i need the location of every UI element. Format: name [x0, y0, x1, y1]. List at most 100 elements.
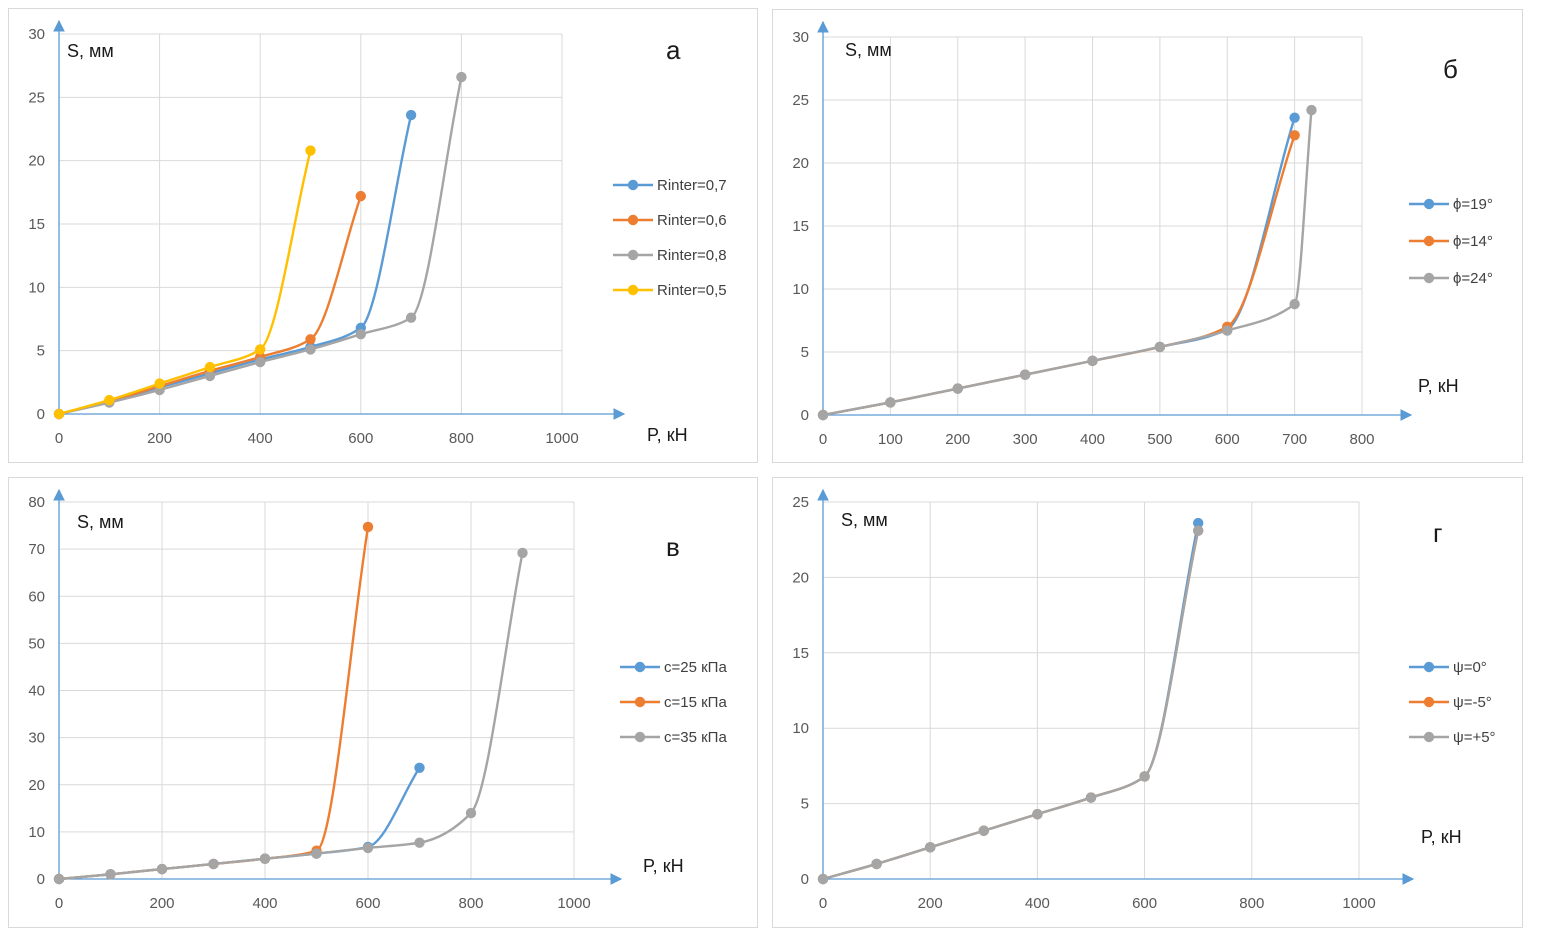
- legend-swatch-marker: [634, 731, 646, 743]
- series-3: [53, 547, 528, 885]
- series-2: [817, 525, 1204, 885]
- data-point: [405, 312, 417, 323]
- legend-swatch-marker: [1423, 696, 1435, 708]
- x-tick-label: 0: [819, 895, 827, 912]
- legend-item: Rinter=0,5: [613, 282, 727, 299]
- data-point: [885, 397, 896, 408]
- legend-item: ψ=0°: [1409, 659, 1487, 676]
- legend-swatch-marker: [627, 214, 639, 226]
- y-tick-label: 5: [801, 344, 809, 361]
- data-point: [1289, 298, 1300, 310]
- y-tick-label: 10: [28, 824, 45, 841]
- data-point: [1085, 792, 1097, 803]
- data-point: [355, 190, 366, 202]
- legend-item: ϕ=24°: [1409, 270, 1493, 287]
- series-line: [821, 521, 1200, 881]
- x-tick-label: 100: [878, 431, 903, 448]
- y-tick-label: 5: [37, 343, 45, 360]
- y-tick-label: 25: [792, 494, 809, 511]
- series-4: [53, 145, 316, 420]
- chart-panel-a: 0 5 10 15 20 25 30 0 200 400 600 800 1000 S, мм P, кН а…: [8, 8, 758, 463]
- series-1: [817, 517, 1204, 885]
- legend: ϕ=19° ϕ=14° ϕ=24°: [1409, 196, 1493, 287]
- data-point: [414, 762, 425, 773]
- data-point: [255, 344, 266, 355]
- y-tick-label: 10: [792, 720, 809, 737]
- data-point: [305, 344, 316, 355]
- legend-item: ψ=-5°: [1409, 694, 1492, 711]
- chart-panel-g: 0 5 10 15 20 25 0 200 400 600 800 1000 S, мм P, кН г ψ=…: [772, 477, 1523, 928]
- legend-label: ψ=0°: [1453, 659, 1487, 676]
- y-tick-label: 20: [792, 155, 809, 172]
- series-line: [821, 529, 1200, 881]
- x-tick-label: 500: [1147, 431, 1172, 448]
- x-tick-label: 800: [449, 430, 474, 447]
- data-point: [1306, 104, 1317, 116]
- x-tick-label: 800: [1239, 895, 1264, 912]
- legend: Rinter=0,7 Rinter=0,6 Rinter=0,8 Rinter=0,5: [613, 177, 727, 299]
- y-tick-label: 20: [28, 777, 45, 794]
- data-point: [362, 521, 374, 533]
- legend-swatch-marker: [634, 696, 646, 708]
- legend: ψ=0° ψ=-5° ψ=+5°: [1409, 659, 1496, 746]
- data-point: [208, 858, 219, 870]
- data-point: [1193, 525, 1204, 536]
- data-point: [871, 858, 882, 870]
- y-tick-label: 15: [28, 216, 45, 233]
- y-axis-title: S, мм: [845, 40, 892, 60]
- legend-label: Rinter=0,8: [657, 247, 727, 264]
- gridlines: [823, 501, 1360, 879]
- series-line: [57, 525, 370, 881]
- y-tick-label: 0: [801, 871, 809, 888]
- y-tick-label: 0: [37, 871, 45, 888]
- gridlines: [823, 36, 1363, 415]
- data-point: [1289, 112, 1300, 123]
- x-tick-label: 400: [1080, 431, 1105, 448]
- data-point: [1087, 355, 1098, 367]
- series-3: [817, 104, 1317, 421]
- chart-panel-b: 0 5 10 15 20 25 30 0 100 200 300 400 500 600 700 800 S, …: [772, 9, 1523, 463]
- y-axis-title: S, мм: [67, 41, 114, 61]
- data-point: [204, 361, 216, 373]
- legend-label: c=35 кПа: [664, 729, 727, 746]
- legend-label: c=15 кПа: [664, 694, 727, 711]
- x-tick-label: 200: [147, 430, 172, 447]
- legend-label: ϕ=24°: [1453, 270, 1493, 287]
- data-point: [53, 873, 65, 885]
- data-point: [1019, 369, 1031, 380]
- legend-item: ϕ=14°: [1409, 233, 1493, 250]
- y-tick-label: 40: [28, 683, 45, 700]
- y-tick-label: 30: [792, 29, 809, 46]
- legend-label: Rinter=0,6: [657, 212, 727, 229]
- y-tick-label: 25: [28, 89, 45, 106]
- data-point: [1193, 517, 1204, 529]
- y-tick-label: 50: [28, 635, 45, 652]
- y-tick-label: 80: [28, 494, 45, 511]
- data-point: [305, 145, 316, 156]
- legend-item: ψ=+5°: [1409, 729, 1496, 746]
- data-point: [105, 869, 116, 880]
- data-point: [952, 383, 963, 394]
- data-point: [156, 863, 168, 875]
- series-line: [821, 529, 1200, 881]
- data-point: [456, 71, 467, 83]
- data-point: [925, 842, 936, 853]
- y-tick-label: 10: [28, 279, 45, 296]
- legend-swatch-marker: [1423, 198, 1435, 210]
- legend-label: ϕ=19°: [1453, 196, 1493, 213]
- y-tick-label: 15: [792, 645, 809, 662]
- legend-item: c=15 кПа: [620, 694, 727, 711]
- panel-letter: г: [1433, 518, 1442, 548]
- x-tick-label: 200: [918, 895, 943, 912]
- data-point: [259, 853, 271, 864]
- y-axis-title: S, мм: [77, 512, 124, 532]
- data-point: [414, 837, 425, 848]
- panel-letter: а: [666, 35, 681, 65]
- legend-label: c=25 кПа: [664, 659, 727, 676]
- legend-item: c=25 кПа: [620, 659, 727, 676]
- data-point: [204, 370, 216, 382]
- x-tick-label: 700: [1282, 431, 1307, 448]
- series-line: [57, 75, 463, 416]
